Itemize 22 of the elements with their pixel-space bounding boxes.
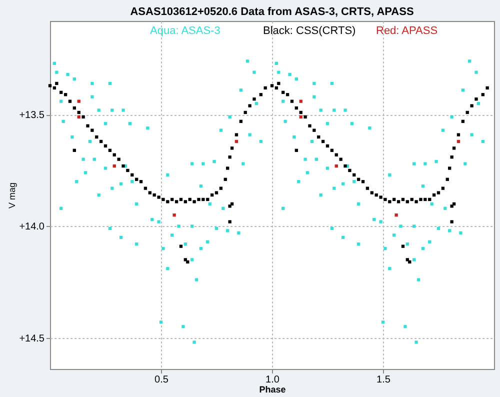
point [299, 100, 302, 103]
x-tick-label: 1.5 [376, 374, 391, 386]
point [172, 213, 176, 217]
point [234, 140, 238, 144]
x-tick-label: 0.5 [154, 374, 169, 386]
point [394, 213, 398, 217]
text: Aqua: ASAS-3 [150, 25, 220, 37]
y-tick-label: +14.0 [19, 222, 45, 233]
text: Black: CSS(CRTS) [263, 25, 356, 37]
point [456, 140, 460, 144]
point [299, 115, 302, 119]
y-tick-label: +14.5 [19, 333, 45, 344]
y-axis-title: V mag [7, 182, 18, 209]
text: Red: APASS [376, 25, 438, 37]
x-axis-title: Phase [259, 384, 286, 394]
point [112, 164, 116, 168]
point [77, 115, 80, 119]
x-tick-label: 1.0 [266, 374, 280, 386]
point [334, 164, 338, 168]
chart-title: ASAS103612+0520.6 Data from ASAS-3, CRTS, APASS [130, 6, 414, 18]
y-tick-label: +13.5 [19, 110, 45, 122]
point [77, 100, 80, 103]
